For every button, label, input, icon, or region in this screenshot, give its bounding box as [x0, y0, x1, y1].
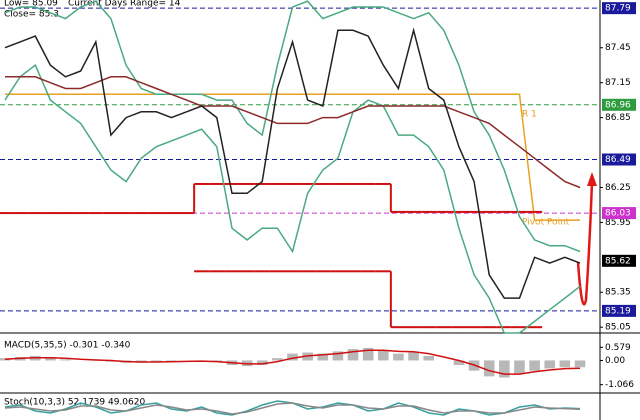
- series-line: [4, 0, 581, 253]
- panel-title: MACD(5,35,5) -0.301 -0.340: [4, 341, 131, 351]
- series-line: [5, 76, 581, 189]
- level-box: [602, 153, 636, 166]
- histogram-bar: [393, 353, 404, 361]
- level-value: 86.03: [605, 209, 631, 219]
- level-box: [602, 304, 636, 317]
- y-tick-label: 85.95: [605, 218, 631, 228]
- histogram-bar: [483, 360, 495, 377]
- info-text: Close= 85.3: [4, 10, 59, 20]
- level-box: [602, 98, 636, 111]
- histogram-bar: [408, 352, 419, 361]
- histogram-bar: [332, 351, 344, 361]
- histogram-bar: [166, 360, 177, 362]
- level-label: R 1: [522, 109, 537, 119]
- projection-arrow: [587, 172, 597, 186]
- histogram-bar: [377, 350, 389, 361]
- level-value: 85.19: [605, 306, 631, 316]
- projection-curve: [576, 181, 594, 306]
- y-tick-label: 87.45: [605, 43, 631, 53]
- level-value: 87.79: [605, 4, 631, 14]
- histogram-bar: [151, 360, 162, 362]
- histogram-bar: [256, 360, 268, 365]
- histogram-bar: [272, 358, 283, 361]
- histogram-bar: [559, 360, 571, 368]
- histogram-bar: [453, 360, 465, 365]
- info-text: Low= 85.09: [4, 0, 58, 9]
- histogram-bar: [287, 353, 298, 361]
- histogram-bar: [544, 360, 556, 369]
- level-value: 86.96: [605, 100, 631, 110]
- y-tick-label: 86.25: [605, 183, 631, 193]
- level-box: [602, 207, 636, 220]
- histogram-bar: [362, 347, 374, 361]
- panel-title: Stoch(10,3,3) 52.1739 49.0620: [4, 398, 145, 408]
- series-line: [5, 93, 580, 221]
- histogram-bar: [347, 349, 359, 361]
- y-tick-label: 86.85: [605, 113, 631, 123]
- level-value: 86.49: [605, 155, 631, 165]
- y-tick-label: 85.35: [605, 288, 631, 298]
- level-label: Pivot Point: [522, 218, 570, 228]
- level-value: 85.62: [605, 256, 631, 266]
- histogram-bar: [317, 353, 329, 361]
- histogram-bar: [529, 360, 540, 371]
- series-line: [4, 27, 581, 299]
- histogram-bar: [45, 357, 56, 361]
- histogram-bar: [574, 360, 586, 368]
- series-line: [4, 64, 581, 334]
- y-tick-label: -1.066: [605, 380, 634, 390]
- y-tick-label: 87.15: [605, 78, 631, 88]
- series-line: [4, 402, 581, 415]
- histogram-bar: [423, 355, 434, 361]
- level-box: [602, 254, 636, 267]
- info-text: Current Days Range= 14: [68, 0, 181, 9]
- histogram-bar: [499, 360, 510, 378]
- y-tick-label: 0.579: [605, 343, 631, 353]
- histogram-bar: [60, 359, 71, 361]
- histogram-bar: [514, 360, 525, 375]
- y-tick-label: 85.05: [605, 323, 631, 333]
- series-line: [4, 349, 581, 375]
- level-box: [602, 2, 636, 15]
- y-tick-label: 0.00: [605, 356, 625, 366]
